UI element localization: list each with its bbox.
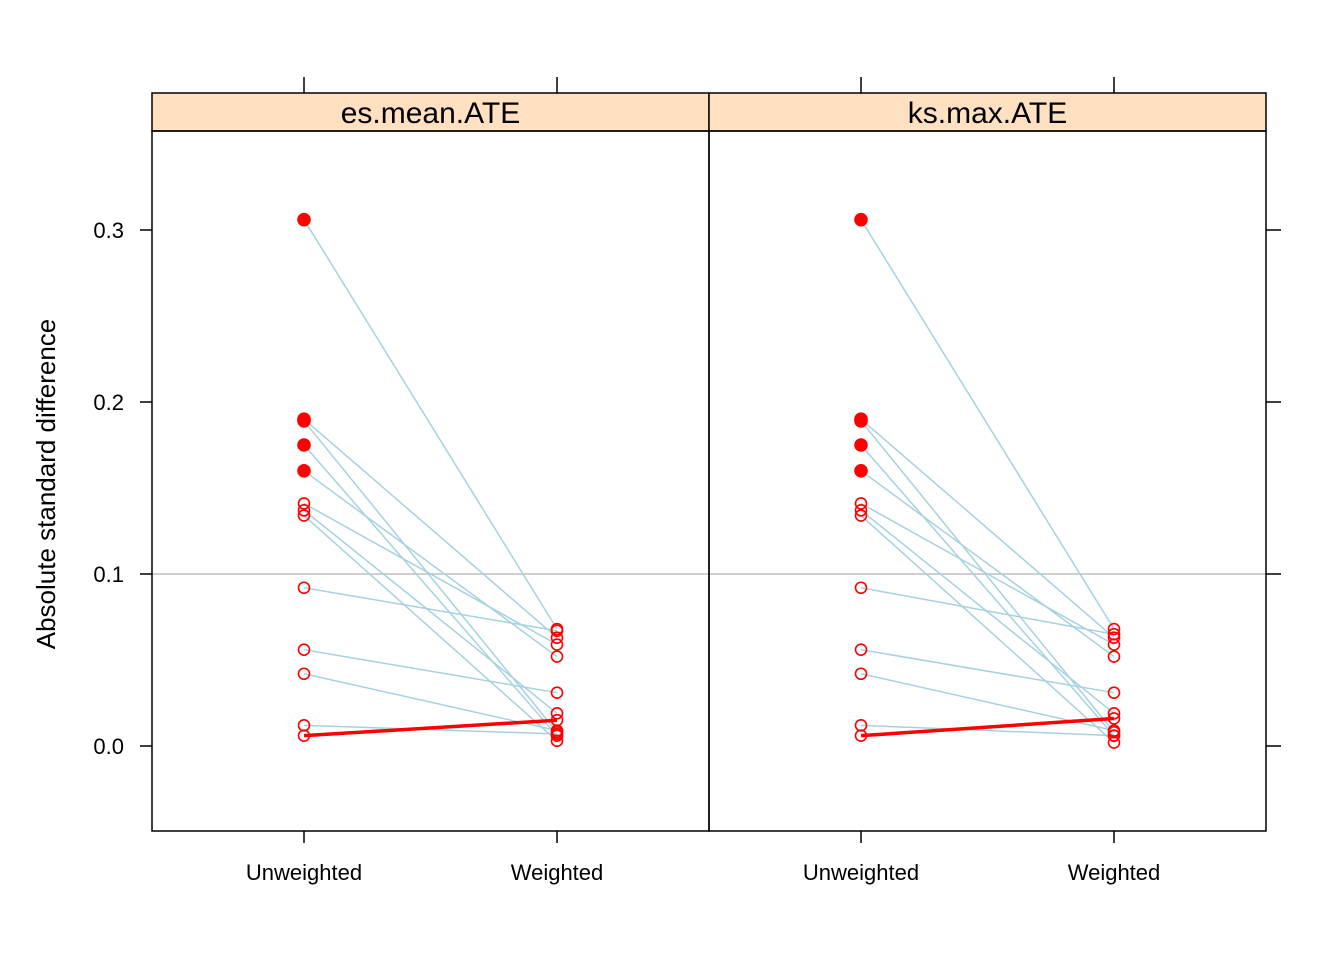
weighted-point — [1107, 650, 1121, 663]
y-tick-label: 0.1 — [93, 562, 124, 587]
connector-line — [303, 648, 558, 694]
weighted-point — [1107, 736, 1121, 749]
connector-line — [860, 724, 1115, 737]
weighted-point — [1107, 686, 1121, 699]
panel-border — [708, 130, 1267, 832]
x-tick-label: Weighted — [511, 860, 604, 885]
panel-1: es.mean.ATE — [151, 92, 710, 832]
weighted-point — [1107, 729, 1121, 742]
weighted-point — [550, 631, 564, 644]
strip-label: es.mean.ATE — [341, 97, 521, 130]
weighted-point — [1107, 707, 1121, 720]
y-tick-label: 0.0 — [93, 734, 124, 759]
connector-line — [303, 587, 558, 632]
connector-line — [860, 418, 1115, 639]
y-axis-title: Absolute standard difference — [31, 319, 61, 650]
weighted-point — [1107, 712, 1121, 725]
connector-line — [303, 470, 558, 658]
connector-line — [860, 444, 1115, 737]
unweighted-point-filled — [297, 438, 311, 452]
weighted-point — [1107, 724, 1121, 737]
unweighted-point — [854, 581, 868, 595]
connector-line — [303, 502, 558, 646]
unweighted-point — [297, 509, 311, 522]
unweighted-point — [854, 667, 868, 681]
unweighted-point — [854, 643, 868, 656]
connector-line — [860, 514, 1115, 744]
connector-line — [303, 444, 558, 737]
unweighted-point — [854, 729, 868, 742]
connector-line — [303, 219, 558, 630]
strip-background — [708, 92, 1267, 132]
axes-layer: Unweighted Weighted Unweighted Weighted 0.0 0… — [93, 77, 1281, 885]
connector-line — [860, 587, 1115, 635]
unweighted-point-filled — [297, 414, 311, 428]
connector-line — [860, 648, 1115, 694]
unweighted-point — [854, 504, 868, 517]
weighted-point — [550, 624, 564, 638]
increase-line — [860, 716, 1115, 738]
connector-line — [303, 418, 558, 639]
panel-border — [151, 130, 710, 832]
unweighted-point-filled — [854, 212, 868, 227]
connector-line — [860, 219, 1115, 630]
weighted-point — [550, 638, 564, 651]
y-tick-label: 0.2 — [93, 390, 124, 415]
connector-line — [860, 502, 1115, 646]
weighted-point — [1107, 622, 1121, 636]
unweighted-point-filled — [297, 463, 311, 478]
increase-line — [303, 718, 558, 738]
unweighted-point — [297, 581, 311, 595]
connector-line — [303, 514, 558, 742]
y-tick-label: 0.3 — [93, 218, 124, 243]
weighted-point — [550, 713, 564, 727]
unweighted-point-filled — [854, 463, 868, 478]
panels-layer: es.mean.ATE ks.max.ATE — [151, 92, 1267, 832]
weighted-point — [550, 650, 564, 663]
weighted-point — [550, 707, 564, 720]
x-tick-label: Weighted — [1068, 860, 1161, 885]
weighted-point — [550, 727, 564, 741]
unweighted-point-filled — [854, 438, 868, 452]
unweighted-point-filled — [297, 212, 311, 227]
connector-line — [303, 509, 558, 714]
strip-background — [151, 92, 710, 132]
weighted-point — [550, 686, 564, 699]
strip-label: ks.max.ATE — [908, 97, 1067, 130]
x-tick-label: Unweighted — [246, 860, 362, 885]
x-tick-label: Unweighted — [803, 860, 919, 885]
unweighted-point — [297, 504, 311, 517]
panel-2: ks.max.ATE — [708, 92, 1267, 832]
unweighted-point — [297, 729, 311, 742]
weighted-point — [1107, 631, 1121, 644]
unweighted-point — [854, 509, 868, 522]
unweighted-point-filled — [854, 414, 868, 428]
unweighted-point — [297, 643, 311, 656]
unweighted-point — [854, 497, 868, 510]
connector-line — [860, 470, 1115, 658]
connector-line — [860, 509, 1115, 714]
weighted-point — [1107, 627, 1121, 641]
unweighted-point — [297, 667, 311, 681]
unweighted-point — [297, 497, 311, 510]
